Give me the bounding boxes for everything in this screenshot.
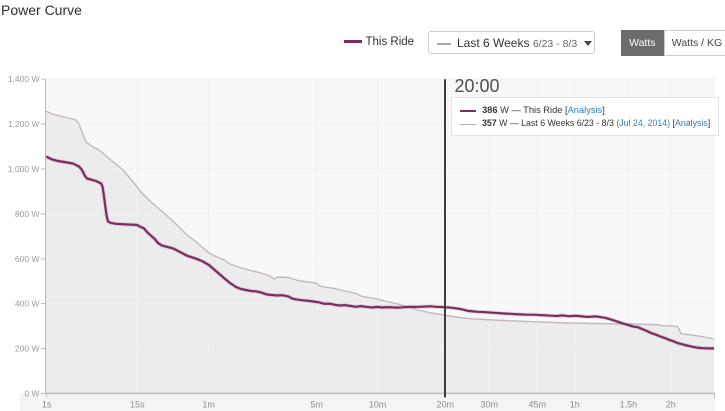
svg-text:1s: 1s	[42, 400, 52, 410]
svg-text:20:00: 20:00	[455, 76, 500, 96]
svg-text:30m: 30m	[480, 400, 498, 410]
svg-text:1,000 W: 1,000 W	[8, 164, 40, 174]
svg-text:1.5h: 1.5h	[620, 400, 638, 410]
svg-text:800 W: 800 W	[15, 209, 40, 219]
svg-text:2h: 2h	[666, 400, 676, 410]
svg-text:400 W: 400 W	[15, 299, 40, 309]
svg-text:1m: 1m	[202, 400, 215, 410]
svg-text:15s: 15s	[130, 400, 145, 410]
svg-text:600 W: 600 W	[15, 254, 40, 264]
svg-text:1,200 W: 1,200 W	[8, 119, 40, 129]
svg-text:5m: 5m	[311, 400, 324, 410]
svg-text:1,400 W: 1,400 W	[8, 74, 40, 84]
svg-text:10m: 10m	[369, 400, 387, 410]
svg-text:20m: 20m	[437, 400, 455, 410]
svg-text:200 W: 200 W	[15, 344, 40, 354]
svg-text:45m: 45m	[528, 400, 546, 410]
svg-text:0 W: 0 W	[24, 388, 39, 398]
svg-text:1h: 1h	[570, 400, 580, 410]
